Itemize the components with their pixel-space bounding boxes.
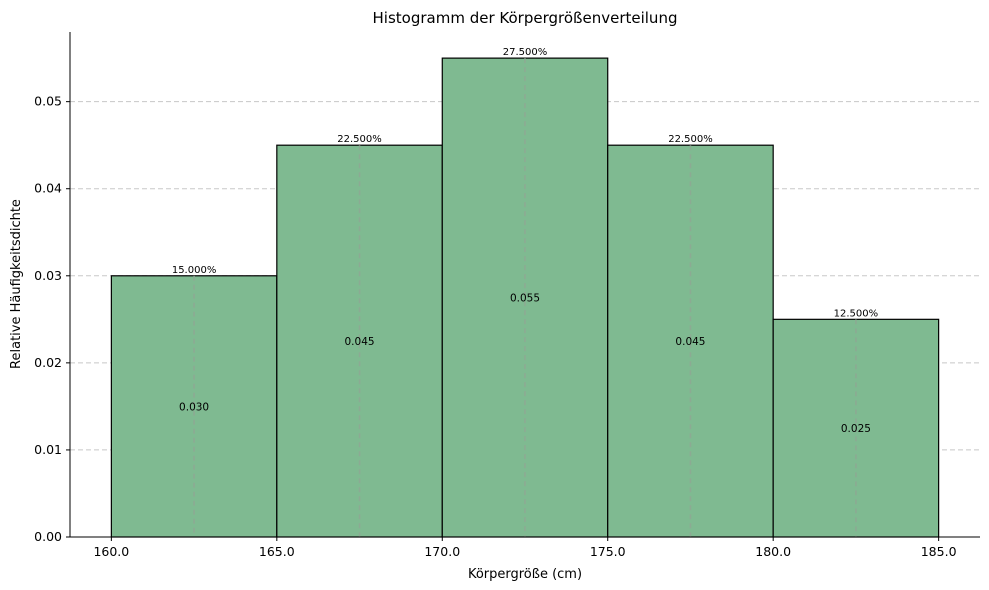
x-tick-label: 180.0	[755, 544, 791, 559]
x-tick-label: 170.0	[424, 544, 460, 559]
y-tick-label: 0.01	[34, 442, 62, 457]
bar-percent-label: 22.500%	[337, 134, 382, 145]
bar-percent-label: 27.500%	[503, 47, 548, 58]
labels-layer: 15.000% 0.030 22.500% 0.045 27.500% 0.055 22.5…	[172, 47, 878, 435]
x-tick-label: 160.0	[93, 544, 129, 559]
y-tick-label: 0.00	[34, 529, 62, 544]
x-tick-label: 165.0	[259, 544, 295, 559]
bar-percent-label: 15.000%	[172, 265, 217, 276]
x-axis-label: Körpergröße (cm)	[468, 567, 582, 582]
x-tick-label: 175.0	[590, 544, 626, 559]
bar-density-label: 0.030	[179, 401, 209, 413]
bar-percent-label: 22.500%	[668, 134, 713, 145]
chart-title: Histogramm der Körpergrößenverteilung	[373, 9, 678, 27]
y-tick-label: 0.05	[34, 94, 62, 109]
y-tick-label: 0.03	[34, 268, 62, 283]
bar-density-label: 0.045	[345, 336, 375, 348]
bars-layer	[110, 57, 940, 538]
y-tick-label: 0.04	[34, 181, 62, 196]
bar-density-label: 0.025	[841, 423, 871, 435]
y-axis-label: Relative Häufigkeitsdichte	[9, 199, 24, 369]
bar-percent-label: 12.500%	[834, 308, 879, 319]
x-tick-label: 185.0	[921, 544, 957, 559]
axes-layer: 0.00 0.01 0.02 0.03 0.04 0.05 160.0 165.0 170.0 1…	[34, 32, 980, 559]
bar-density-label: 0.055	[510, 293, 540, 305]
bar-density-label: 0.045	[675, 336, 705, 348]
y-tick-label: 0.02	[34, 355, 62, 370]
